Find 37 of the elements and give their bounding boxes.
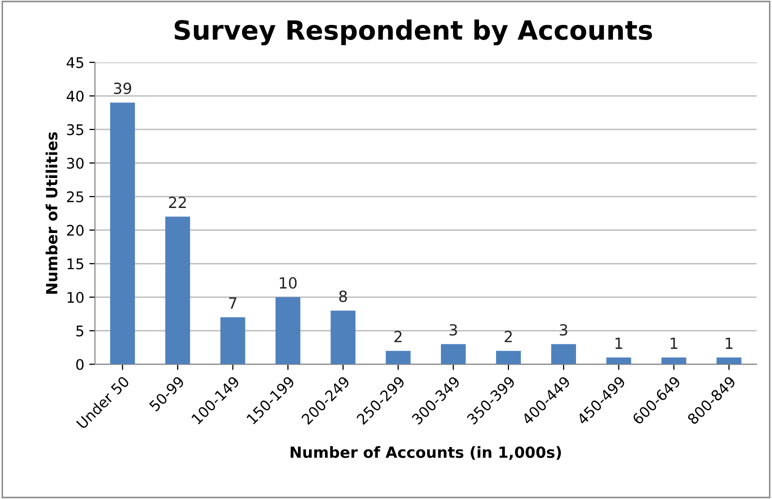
x-axis-title: Number of Accounts (in 1,000s) [290,446,561,460]
bar [165,216,190,364]
y-tick-label: 25 [67,191,84,202]
bar [551,344,576,364]
y-tick-label: 0 [76,358,84,370]
y-axis-title: Number of Utilities [46,132,58,294]
data-label: 1 [670,338,678,349]
bar [330,310,356,364]
data-label: 2 [504,330,512,342]
data-label: 2 [394,330,402,342]
data-label: 8 [339,290,347,302]
bar [110,102,135,364]
y-tick-label: 15 [68,258,84,270]
data-label: 10 [280,277,297,289]
y-tick-label: 20 [67,224,84,236]
bar [496,350,521,364]
bar [276,297,300,364]
bar [386,350,411,364]
chart-title: Survey Respondent by Accounts [174,20,652,46]
bar [716,358,742,364]
y-tick-label: 45 [66,57,84,68]
data-label: 22 [169,196,186,208]
bar [606,358,632,364]
y-tick-label: 10 [68,292,84,303]
data-label: 3 [450,324,457,336]
y-tick-label: 30 [67,158,84,169]
y-tick-label: 40 [66,90,84,102]
bar [220,317,246,364]
data-label: 39 [114,82,132,94]
data-label: 1 [726,338,732,349]
y-tick-label: 35 [67,124,84,136]
bar [661,358,686,364]
data-label: 7 [229,297,236,309]
bar [440,344,466,364]
data-label: 1 [616,338,622,349]
data-label: 3 [560,324,568,336]
y-tick-label: 5 [76,326,84,336]
